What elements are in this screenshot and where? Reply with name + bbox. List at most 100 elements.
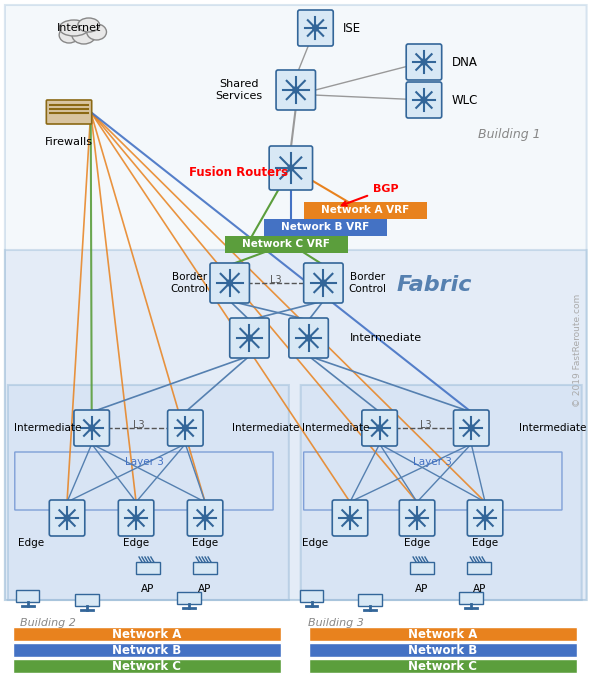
Text: Network C: Network C [408, 660, 477, 673]
Text: Edge: Edge [19, 538, 45, 548]
Bar [75, 594, 99, 606]
Circle shape [64, 515, 70, 521]
Bar [309, 659, 577, 673]
Bar [264, 219, 388, 236]
Bar [300, 590, 323, 602]
Circle shape [377, 425, 382, 431]
Text: Network B: Network B [113, 644, 182, 657]
Text: Internet: Internet [57, 23, 101, 33]
Text: Network A: Network A [112, 627, 182, 640]
Text: Edge: Edge [123, 538, 149, 548]
FancyBboxPatch shape [269, 146, 312, 190]
Bar [467, 562, 491, 574]
Text: Network C: Network C [113, 660, 181, 673]
Text: Intermediate: Intermediate [14, 423, 81, 433]
FancyBboxPatch shape [332, 500, 368, 536]
FancyBboxPatch shape [301, 385, 582, 600]
Circle shape [246, 335, 252, 341]
Text: Layer 3: Layer 3 [414, 457, 452, 467]
Bar [309, 627, 577, 641]
FancyBboxPatch shape [210, 263, 249, 303]
Text: ISE: ISE [343, 21, 361, 34]
Text: BGP: BGP [342, 184, 399, 205]
FancyBboxPatch shape [74, 410, 110, 446]
FancyBboxPatch shape [362, 410, 397, 446]
Text: WLC: WLC [452, 93, 478, 106]
Circle shape [288, 165, 294, 171]
FancyBboxPatch shape [119, 500, 154, 536]
Bar [16, 590, 40, 602]
Text: L3: L3 [133, 420, 145, 430]
Bar [193, 562, 217, 574]
FancyBboxPatch shape [276, 70, 315, 110]
FancyBboxPatch shape [46, 100, 92, 124]
Bar [459, 592, 483, 604]
Text: AP: AP [473, 584, 486, 594]
Circle shape [347, 515, 353, 521]
Circle shape [414, 515, 420, 521]
Text: DNA: DNA [452, 56, 477, 69]
Bar [309, 643, 577, 657]
Bar [13, 659, 281, 673]
FancyBboxPatch shape [303, 263, 343, 303]
Text: Intermediate: Intermediate [232, 423, 299, 433]
Circle shape [421, 59, 427, 65]
FancyBboxPatch shape [298, 10, 334, 46]
Bar [225, 236, 348, 253]
Bar [13, 627, 281, 641]
Text: Intermediate: Intermediate [302, 423, 369, 433]
Text: Building 3: Building 3 [308, 618, 364, 628]
Ellipse shape [78, 18, 99, 32]
FancyBboxPatch shape [399, 500, 435, 536]
FancyBboxPatch shape [49, 500, 85, 536]
FancyBboxPatch shape [406, 82, 442, 118]
Text: AP: AP [415, 584, 429, 594]
Text: © 2019 FastReroute.com: © 2019 FastReroute.com [573, 293, 582, 407]
FancyBboxPatch shape [5, 5, 586, 600]
Text: Edge: Edge [192, 538, 218, 548]
Text: Network B: Network B [408, 644, 477, 657]
Text: Network C VRF: Network C VRF [242, 239, 330, 249]
Ellipse shape [87, 24, 107, 40]
Text: Fabric: Fabric [396, 275, 471, 295]
Text: Edge: Edge [404, 538, 430, 548]
Circle shape [421, 97, 427, 103]
Text: Shared
Services: Shared Services [215, 79, 262, 101]
FancyBboxPatch shape [187, 500, 223, 536]
Text: AP: AP [199, 584, 212, 594]
Circle shape [482, 515, 488, 521]
Text: AP: AP [141, 584, 155, 594]
FancyBboxPatch shape [289, 318, 328, 358]
Text: L3: L3 [420, 420, 432, 430]
Text: Network A: Network A [408, 627, 477, 640]
Bar [178, 592, 201, 604]
Circle shape [320, 280, 326, 286]
Bar [136, 562, 160, 574]
Text: Border
Control: Border Control [170, 272, 208, 294]
Bar [358, 594, 382, 606]
Text: Firewalls: Firewalls [45, 137, 93, 147]
FancyBboxPatch shape [167, 410, 203, 446]
Text: Network A VRF: Network A VRF [321, 205, 409, 215]
FancyBboxPatch shape [5, 250, 586, 600]
Circle shape [88, 425, 95, 431]
Circle shape [227, 280, 233, 286]
Text: Edge: Edge [302, 538, 329, 548]
FancyBboxPatch shape [453, 410, 489, 446]
Circle shape [202, 515, 208, 521]
Circle shape [306, 335, 312, 341]
Text: Border
Control: Border Control [349, 272, 386, 294]
FancyBboxPatch shape [8, 385, 289, 600]
FancyBboxPatch shape [230, 318, 269, 358]
Circle shape [293, 87, 299, 93]
FancyBboxPatch shape [406, 44, 442, 80]
Text: L3: L3 [270, 275, 282, 285]
FancyBboxPatch shape [467, 500, 503, 536]
Ellipse shape [59, 27, 79, 43]
Circle shape [133, 515, 139, 521]
Ellipse shape [72, 26, 96, 44]
Text: Building 2: Building 2 [20, 618, 76, 628]
Text: Edge: Edge [472, 538, 498, 548]
Text: Layer 3: Layer 3 [125, 457, 163, 467]
Circle shape [182, 425, 188, 431]
